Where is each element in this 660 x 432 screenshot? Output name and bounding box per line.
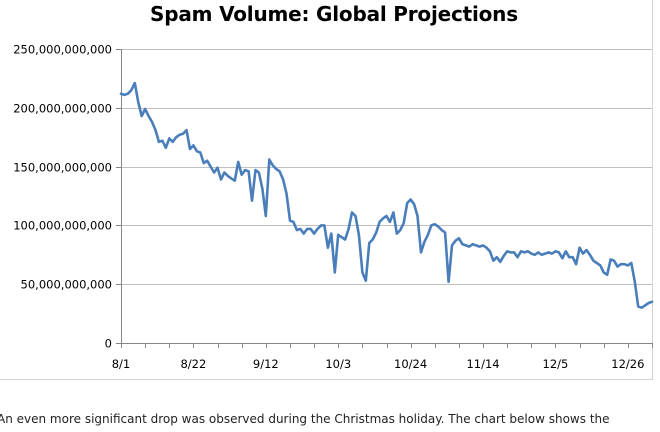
y-axis-tick-labels: 0 50,000,000,000 100,000,000,000 150,000,00… — [13, 43, 112, 351]
y-tick-label: 150,000,000,000 — [13, 161, 112, 175]
y-tick-label: 0 — [105, 337, 112, 351]
chart-title: Spam Volume: Global Projections — [150, 2, 518, 26]
gridlines — [121, 49, 652, 285]
caption-text: An even more significant drop was observ… — [0, 412, 610, 426]
x-tick-label: 12/5 — [543, 357, 569, 371]
line-chart: 0 50,000,000,000 100,000,000,000 150,000,00… — [13, 43, 654, 371]
x-tick-label: 9/12 — [253, 357, 279, 371]
axes — [116, 49, 653, 348]
y-tick-label: 200,000,000,000 — [13, 102, 112, 116]
x-tick-label: 12/26 — [611, 357, 644, 371]
x-tick-label: 10/3 — [325, 357, 351, 371]
series-layer — [119, 81, 654, 310]
y-tick-label: 50,000,000,000 — [21, 278, 112, 292]
x-tick-label: 8/22 — [180, 357, 206, 371]
x-tick-label: 11/14 — [466, 357, 499, 371]
x-tick-label: 10/24 — [394, 357, 427, 371]
x-tick-label: 8/1 — [112, 357, 131, 371]
y-tick-label: 250,000,000,000 — [13, 43, 112, 57]
x-axis-tick-labels: 8/1 8/22 9/12 10/3 10/24 11/14 12/5 12/26 — [112, 357, 645, 371]
chart-frame: Spam Volume: Global Projections — [0, 0, 653, 380]
series-line-0 — [119, 81, 654, 310]
y-tick-label: 100,000,000,000 — [13, 219, 112, 233]
